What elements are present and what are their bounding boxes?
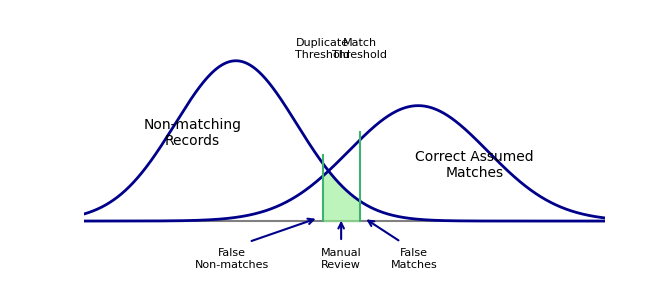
Text: False
Matches: False Matches bbox=[390, 248, 437, 270]
Text: Manual
Review: Manual Review bbox=[321, 248, 362, 270]
Text: Match
Threshold: Match Threshold bbox=[332, 38, 387, 60]
Text: False
Non-matches: False Non-matches bbox=[194, 248, 269, 270]
Text: Non-matching
Records: Non-matching Records bbox=[144, 118, 241, 148]
Text: Duplicate
Threshold: Duplicate Threshold bbox=[295, 38, 350, 60]
Text: Correct Assumed
Matches: Correct Assumed Matches bbox=[415, 150, 534, 180]
